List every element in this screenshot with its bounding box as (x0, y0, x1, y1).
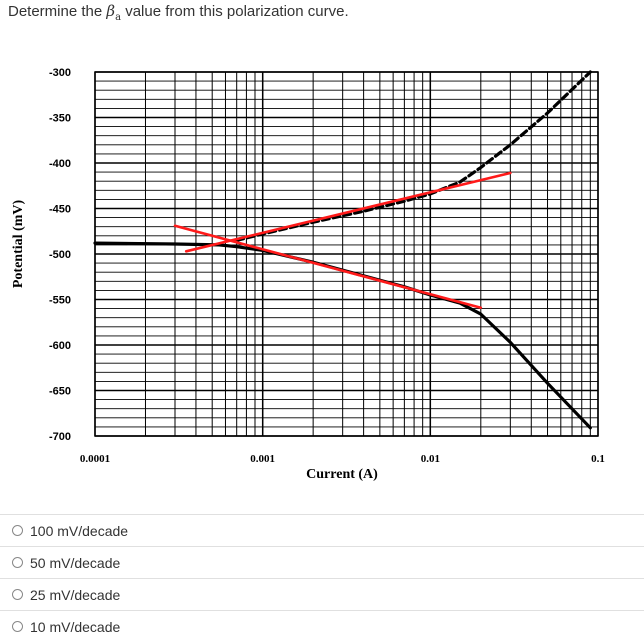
series-layer (93, 70, 592, 430)
answer-options: 100 mV/decade 50 mV/decade 25 mV/decade … (0, 514, 644, 642)
question-suffix: value from this polarization curve. (121, 3, 349, 20)
tafel-line (184, 171, 512, 253)
radio-button[interactable] (12, 621, 23, 632)
y-axis-label: Potential (mV) (11, 200, 26, 289)
y-tick-label: -650 (49, 386, 71, 398)
beta-symbol: βa (106, 2, 122, 23)
y-tick-label: -350 (49, 113, 71, 125)
x-tick-label: 0.001 (250, 453, 275, 465)
y-tick-label: -550 (49, 295, 71, 307)
x-tick-labels: 0.0001 0.001 0.01 0.1 (80, 453, 605, 465)
question-text: Determine the βa value from this polariz… (8, 2, 349, 23)
option-label: 25 mV/decade (30, 586, 121, 603)
option-50-mv-decade[interactable]: 50 mV/decade (0, 546, 644, 578)
option-10-mv-decade[interactable]: 10 mV/decade (0, 610, 644, 642)
y-tick-label: -450 (49, 204, 71, 216)
option-25-mv-decade[interactable]: 25 mV/decade (0, 578, 644, 610)
question-prefix: Determine the (8, 3, 107, 20)
polarization-chart: -300 -350 -400 -450 -500 -550 -600 -650 -700 0.0… (11, 67, 605, 482)
option-label: 50 mV/decade (30, 554, 121, 571)
y-tick-label: -300 (49, 67, 71, 79)
option-100-mv-decade[interactable]: 100 mV/decade (0, 514, 644, 546)
tafel-line (173, 224, 483, 309)
radio-button[interactable] (12, 557, 23, 568)
plot-frame (94, 71, 599, 437)
y-tick-label: -700 (49, 431, 71, 443)
x-tick-label: 0.1 (591, 453, 605, 465)
radio-button[interactable] (12, 525, 23, 536)
y-tick-label: -600 (49, 340, 71, 352)
grid (94, 71, 599, 437)
x-axis-label: Current (A) (306, 467, 378, 482)
y-tick-labels: -300 -350 -400 -450 -500 -550 -600 -650 -700 (49, 67, 71, 443)
radio-button[interactable] (12, 589, 23, 600)
x-tick-label: 0.0001 (80, 453, 110, 465)
x-tick-label: 0.01 (421, 453, 440, 465)
anodic-curve-dashed (235, 70, 592, 242)
option-label: 10 mV/decade (30, 618, 121, 635)
beta-subscript: a (115, 12, 122, 23)
y-tick-label: -500 (49, 249, 71, 261)
option-label: 100 mV/decade (30, 522, 129, 539)
y-tick-label: -400 (49, 158, 71, 170)
